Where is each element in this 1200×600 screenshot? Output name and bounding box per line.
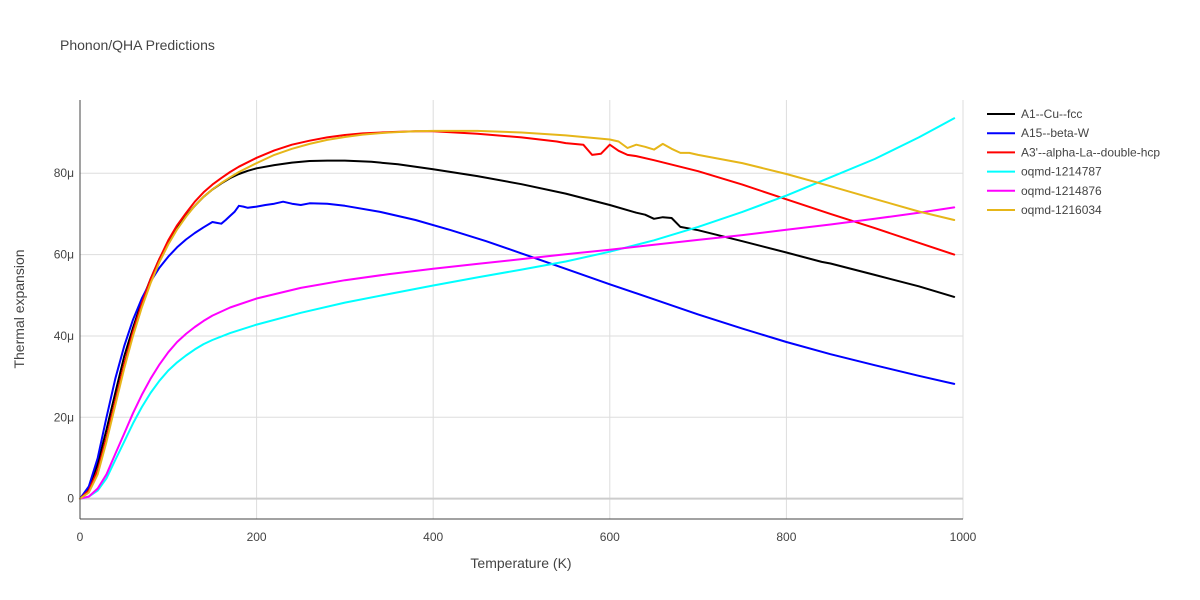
x-tick-label: 800	[776, 530, 796, 544]
y-tick-label: 20μ	[54, 410, 74, 424]
legend-label: oqmd-1214876	[1021, 184, 1102, 198]
legend-item[interactable]: A15--beta-W	[987, 126, 1090, 140]
series-line-A15--beta-W[interactable]	[79, 200, 956, 500]
legend-label: oqmd-1216034	[1021, 203, 1102, 217]
series-line-oqmd-1214787[interactable]	[79, 117, 956, 500]
series-line-oqmd-1214876[interactable]	[79, 206, 956, 500]
axes: 0 200 400 600 800 1000 0 20μ 40μ 60μ 80μ	[54, 100, 977, 544]
y-tick-label: 80μ	[54, 166, 74, 180]
legend-item[interactable]: oqmd-1214876	[987, 184, 1102, 198]
y-tick-label: 0	[67, 492, 74, 506]
legend-item[interactable]: oqmd-1214787	[987, 165, 1102, 179]
grid	[80, 100, 964, 519]
legend-item[interactable]: oqmd-1216034	[987, 203, 1102, 217]
x-tick-label: 200	[247, 530, 267, 544]
legend[interactable]: A1--Cu--fcc A15--beta-W A3'--alpha-La--dou…	[987, 107, 1160, 217]
y-tick-label: 40μ	[54, 329, 74, 343]
x-tick-label: 600	[600, 530, 620, 544]
y-tick-label: 60μ	[54, 248, 74, 262]
series-line-A3'--alpha-La--double-hcp[interactable]	[79, 130, 956, 500]
legend-item[interactable]: A3'--alpha-La--double-hcp	[987, 145, 1160, 159]
legend-label: A15--beta-W	[1021, 126, 1090, 140]
x-tick-label: 1000	[950, 530, 977, 544]
x-axis-title: Temperature (K)	[470, 555, 571, 571]
series-line-oqmd-1216034[interactable]	[79, 129, 956, 500]
legend-label: oqmd-1214787	[1021, 165, 1102, 179]
chart-title: Phonon/QHA Predictions	[60, 37, 215, 53]
legend-item[interactable]: A1--Cu--fcc	[987, 107, 1082, 121]
y-axis-title: Thermal expansion	[11, 249, 27, 368]
x-tick-label: 0	[77, 530, 84, 544]
legend-label: A3'--alpha-La--double-hcp	[1021, 145, 1160, 159]
plot-area[interactable]	[79, 117, 956, 500]
legend-label: A1--Cu--fcc	[1021, 107, 1082, 121]
x-tick-label: 400	[423, 530, 443, 544]
